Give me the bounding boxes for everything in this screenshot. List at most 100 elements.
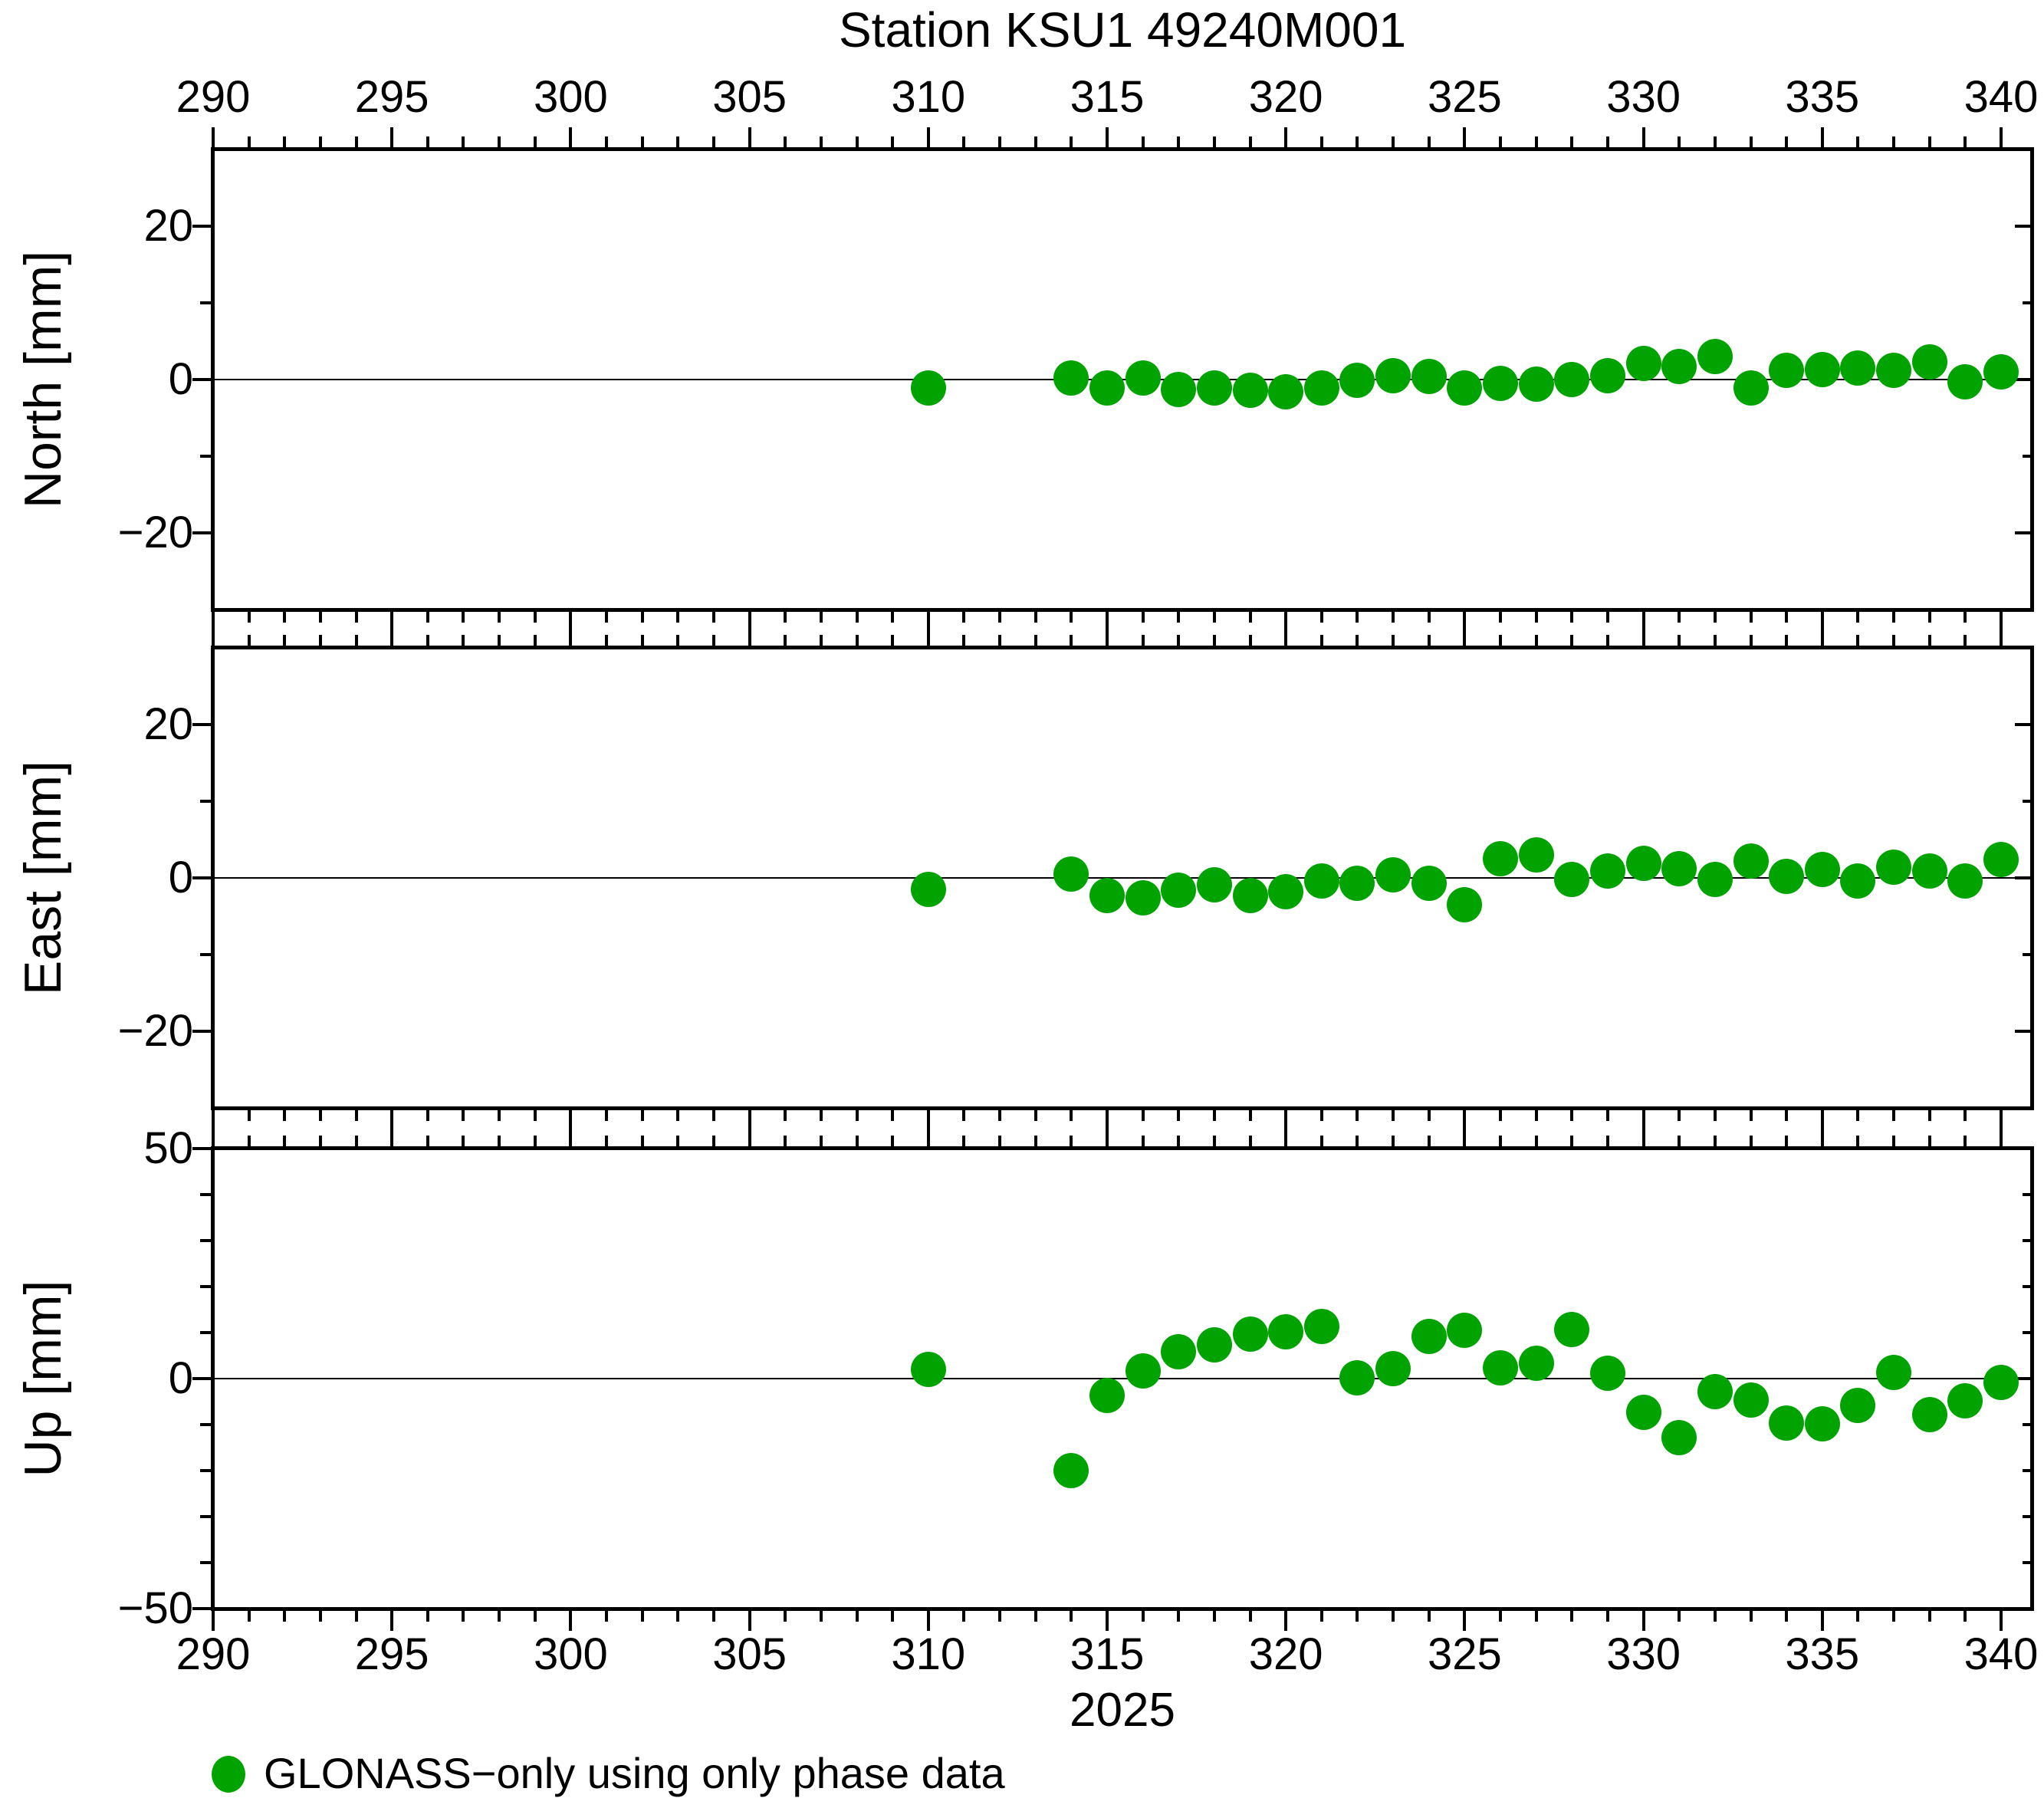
east-data-point [1804, 852, 1840, 887]
north-x-tick [748, 127, 751, 147]
east-x-tick [1070, 1110, 1073, 1121]
north-x-tick [1428, 612, 1431, 623]
up-x-tick [856, 1611, 859, 1622]
legend-label: GLONASS−only using only phase data [264, 1749, 1005, 1797]
top-x-tick-label: 330 [1606, 72, 1681, 122]
north-y-tick-label: 0 [168, 354, 193, 404]
north-x-tick [962, 136, 965, 147]
east-x-tick [283, 635, 286, 646]
up-x-tick [1570, 1136, 1573, 1146]
up-x-tick [498, 1136, 501, 1146]
north-x-tick [1714, 136, 1717, 147]
up-x-tick [712, 1611, 715, 1622]
north-x-tick [1499, 612, 1502, 623]
up-x-tick [1284, 1611, 1287, 1631]
east-x-tick [248, 635, 251, 646]
east-x-tick [569, 626, 572, 646]
up-y-minor-tick [200, 1239, 211, 1242]
north-x-tick [820, 612, 823, 623]
up-y-major-tick [2015, 1607, 2033, 1610]
up-y-tick-label: 0 [168, 1353, 193, 1403]
north-x-tick [856, 136, 859, 147]
bottom-x-tick-label: 315 [1070, 1629, 1145, 1679]
east-x-tick [319, 635, 322, 646]
east-x-tick [1714, 635, 1717, 646]
north-x-tick [962, 612, 965, 623]
up-x-tick [1463, 1126, 1466, 1146]
north-x-tick [1714, 612, 1717, 623]
north-x-tick [1034, 612, 1037, 623]
up-x-tick [1392, 1136, 1395, 1146]
up-x-tick [1606, 1611, 1609, 1622]
north-data-point [1769, 353, 1805, 388]
up-data-point [1697, 1374, 1733, 1410]
east-y-major-tick [2015, 876, 2033, 879]
north-x-tick [1070, 136, 1073, 147]
east-x-tick [1928, 635, 1931, 646]
up-x-tick [426, 1611, 429, 1622]
east-x-tick [891, 635, 894, 646]
up-x-tick [390, 1611, 393, 1631]
up-x-tick [534, 1136, 537, 1146]
east-y-minor-tick [200, 953, 211, 956]
up-x-tick [962, 1611, 965, 1622]
north-x-tick [856, 612, 859, 623]
bottom-x-tick-label: 300 [534, 1629, 608, 1679]
east-x-tick [1106, 1110, 1109, 1130]
north-x-tick [1642, 612, 1645, 632]
up-x-tick [1249, 1611, 1252, 1622]
north-data-point [1268, 374, 1304, 409]
north-x-tick [998, 612, 1001, 623]
east-x-tick [248, 1110, 251, 1121]
up-x-tick [1106, 1611, 1109, 1631]
up-x-tick [605, 1611, 608, 1622]
east-x-tick [1213, 635, 1216, 646]
east-x-tick [748, 626, 751, 646]
north-x-tick [1249, 136, 1252, 147]
east-x-tick [676, 1110, 679, 1121]
north-x-tick [1928, 612, 1931, 623]
up-x-tick [1284, 1126, 1287, 1146]
up-data-point [1447, 1313, 1483, 1348]
north-data-point [1876, 353, 1912, 388]
up-x-tick [748, 1611, 751, 1631]
east-y-major-tick [2015, 1030, 2033, 1033]
east-x-tick [1606, 1110, 1609, 1121]
north-x-tick [390, 612, 393, 632]
east-y-major-tick [192, 723, 211, 726]
up-x-tick [1320, 1136, 1323, 1146]
east-x-tick [641, 635, 644, 646]
north-x-tick [1678, 136, 1681, 147]
up-data-point [1303, 1308, 1339, 1344]
north-y-major-tick [192, 378, 211, 381]
north-x-tick [1570, 612, 1573, 623]
east-x-tick [1142, 635, 1145, 646]
north-data-point [1053, 360, 1089, 396]
north-x-tick [1463, 612, 1466, 632]
up-x-tick [676, 1136, 679, 1146]
north-x-tick [891, 136, 894, 147]
north-x-tick [498, 136, 501, 147]
north-x-tick [927, 612, 930, 632]
up-x-tick [1714, 1136, 1717, 1146]
north-x-tick [1856, 136, 1859, 147]
up-data-point [1518, 1345, 1554, 1381]
legend-marker-dot-icon [212, 1756, 245, 1793]
east-x-tick [820, 1110, 823, 1121]
east-x-tick [1821, 1110, 1824, 1130]
top-x-tick-label: 320 [1248, 72, 1323, 122]
north-data-point [1518, 367, 1554, 402]
legend: GLONASS−only using only phase data [0, 1750, 2044, 1797]
east-x-tick [498, 1110, 501, 1121]
east-x-tick [1570, 1110, 1573, 1121]
east-x-tick [1714, 1110, 1717, 1121]
north-x-tick [998, 136, 1001, 147]
up-y-minor-tick [200, 1515, 211, 1518]
east-data-point [1268, 874, 1304, 909]
top-x-tick-label: 325 [1428, 72, 1502, 122]
up-data-point [1769, 1405, 1805, 1441]
up-x-tick [891, 1611, 894, 1622]
up-x-tick [1570, 1611, 1573, 1622]
north-x-tick [248, 612, 251, 623]
up-data-point [1053, 1453, 1089, 1488]
